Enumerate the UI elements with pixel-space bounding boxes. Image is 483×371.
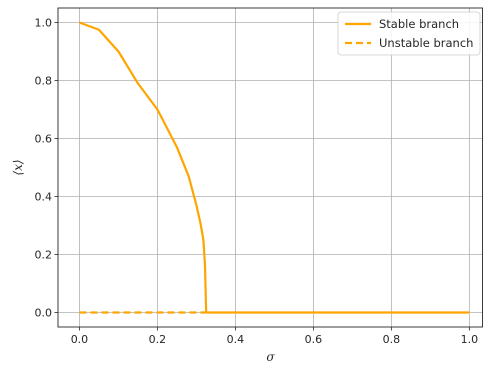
y-tick-label: 0.4: [35, 191, 53, 204]
x-axis-label: σ: [266, 350, 275, 364]
y-tick-label: 0.6: [35, 133, 53, 146]
legend: Stable branch Unstable branch: [337, 11, 481, 56]
x-tick-label: 0.0: [71, 333, 89, 346]
x-tick-label: 0.6: [305, 333, 323, 346]
stable-branch-line: [79, 21, 470, 314]
y-tick-label: 0.0: [35, 307, 53, 320]
x-tick-label: 1.0: [461, 333, 479, 346]
x-tick-label: 0.2: [149, 333, 167, 346]
legend-box: [337, 11, 481, 56]
ticks: 0.0 0.2 0.4 0.6 0.8 1.0 0.0 0.2 0.4 0.6 0.8 1.0: [35, 17, 479, 347]
x-tick-label: 0.4: [227, 333, 245, 346]
legend-label: Stable branch: [379, 17, 459, 31]
y-axis-label: ⟨x⟩: [11, 159, 25, 175]
x-tick-label: 0.8: [383, 333, 401, 346]
legend-label: Unstable branch: [379, 36, 473, 50]
series-layer: [79, 21, 470, 314]
y-tick-label: 0.8: [35, 75, 53, 88]
y-tick-label: 1.0: [35, 17, 53, 30]
y-tick-label: 0.2: [35, 249, 53, 262]
